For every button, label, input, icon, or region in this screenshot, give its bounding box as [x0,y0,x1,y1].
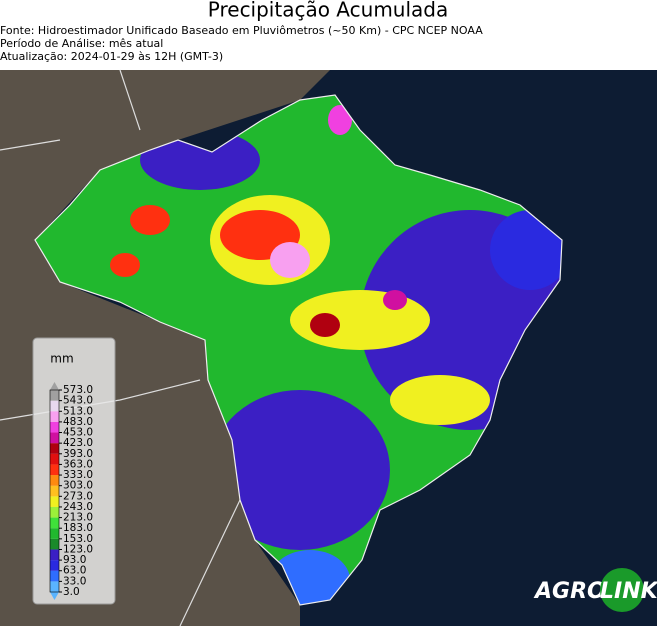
colorbar-tick-label: 453.0 [63,427,93,439]
colorbar-tick-label: 363.0 [63,458,93,470]
colorbar-tick-label: 273.0 [63,490,93,502]
colorbar-tick-label: 33.0 [63,575,86,587]
period-line: Período de Análise: mês atual [0,37,163,50]
colorbar-tip [50,382,59,390]
colorbar-bin [50,390,59,401]
colorbar-bin [50,453,59,465]
colorbar-bin [50,464,59,476]
colorbar-tick-label: 183.0 [63,522,93,534]
colorbar-bin [50,570,59,582]
colorbar-tick-label: 93.0 [63,554,86,566]
colorbar-bin [50,506,59,518]
country-outline [34,94,563,606]
colorbar-bin [50,485,59,497]
colorbar-bin [50,400,59,412]
colorbar-tick-label: 3.0 [63,586,80,598]
colorbar-bin [50,443,59,454]
logo: AGRO LINK [533,568,657,612]
colorbar-frame [49,389,60,593]
colorbar-tick-label: 63.0 [63,565,86,577]
colorbar-bin [50,496,59,507]
colorbar-bin [50,411,59,422]
logo-right: LINK [600,579,657,604]
source-line: Fonte: Hidroestimador Unificado Baseado … [0,24,483,37]
colorbar-tip [50,592,59,600]
colorbar-bin [50,517,59,529]
colorbar-tick-label: 483.0 [63,416,93,428]
colorbar-tick-label: 303.0 [63,480,93,492]
colorbar-bin [50,560,59,571]
title: Precipitação Acumulada [208,0,448,22]
colorbar-tick-label: 393.0 [63,448,93,460]
colorbar-tick-label: 573.0 [63,384,93,396]
colorbar-tick-label: 123.0 [63,543,93,555]
colorbar-bin [50,581,59,592]
colorbar-bin [50,528,59,539]
logo-circle [600,568,644,612]
colorbar-bin [50,475,59,486]
colorbar-tick-label: 243.0 [63,501,93,513]
colorbar-tick-label: 153.0 [63,533,93,545]
update-line: Atualização: 2024-01-29 às 12H (GMT-3) [0,50,223,63]
colorbar-tick-label: 333.0 [63,469,93,481]
colorbar: 3.033.063.093.0123.0153.0183.0213.0243.0… [49,382,93,600]
logo-left: AGRO [533,579,606,604]
colorbar-bin [50,421,59,433]
colorbar-tick-label: 543.0 [63,395,93,407]
colorbar-bin [50,432,59,444]
colorbar-tick-label: 423.0 [63,437,93,449]
legend-unit: mm [50,352,73,366]
colorbar-bin [50,549,59,561]
colorbar-tick-label: 513.0 [63,405,93,417]
colorbar-bin [50,538,59,550]
colorbar-tick-label: 213.0 [63,512,93,524]
borders [0,69,241,626]
